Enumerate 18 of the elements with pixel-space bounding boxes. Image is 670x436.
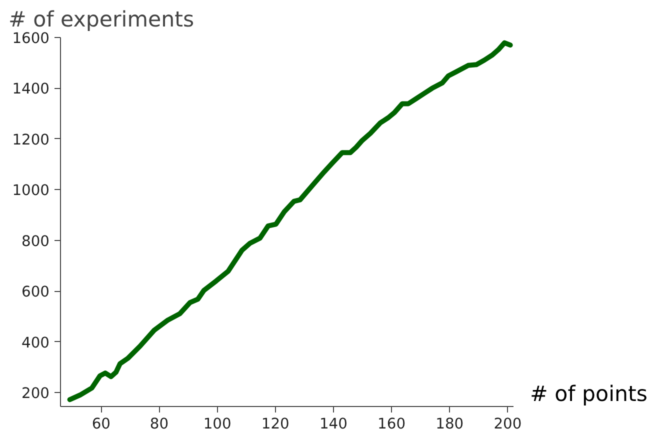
x-tick-label: 100 [203, 416, 232, 432]
y-tick-label: 600 [22, 284, 50, 301]
x-tick-label: 80 [150, 416, 169, 432]
x-tick-label: 200 [494, 416, 522, 432]
x-tick-label: 120 [261, 416, 290, 432]
y-tick-label: 400 [22, 334, 50, 352]
x-tick-label: 180 [436, 416, 464, 432]
x-tick-label: 60 [92, 416, 110, 432]
y-tick-label: 1000 [12, 182, 50, 200]
y-tick-label: 1200 [12, 131, 50, 148]
x-tick-label: 160 [378, 416, 406, 432]
y-tick-label: 1400 [12, 80, 50, 98]
y-tick-label: 800 [22, 232, 50, 250]
y-tick-label: 200 [22, 385, 50, 402]
y-axis-title: # of experiments [8, 8, 194, 32]
x-axis-title: # of points [530, 381, 648, 409]
x-tick-label: 140 [319, 416, 348, 432]
y-tick-label: 1600 [12, 30, 50, 47]
